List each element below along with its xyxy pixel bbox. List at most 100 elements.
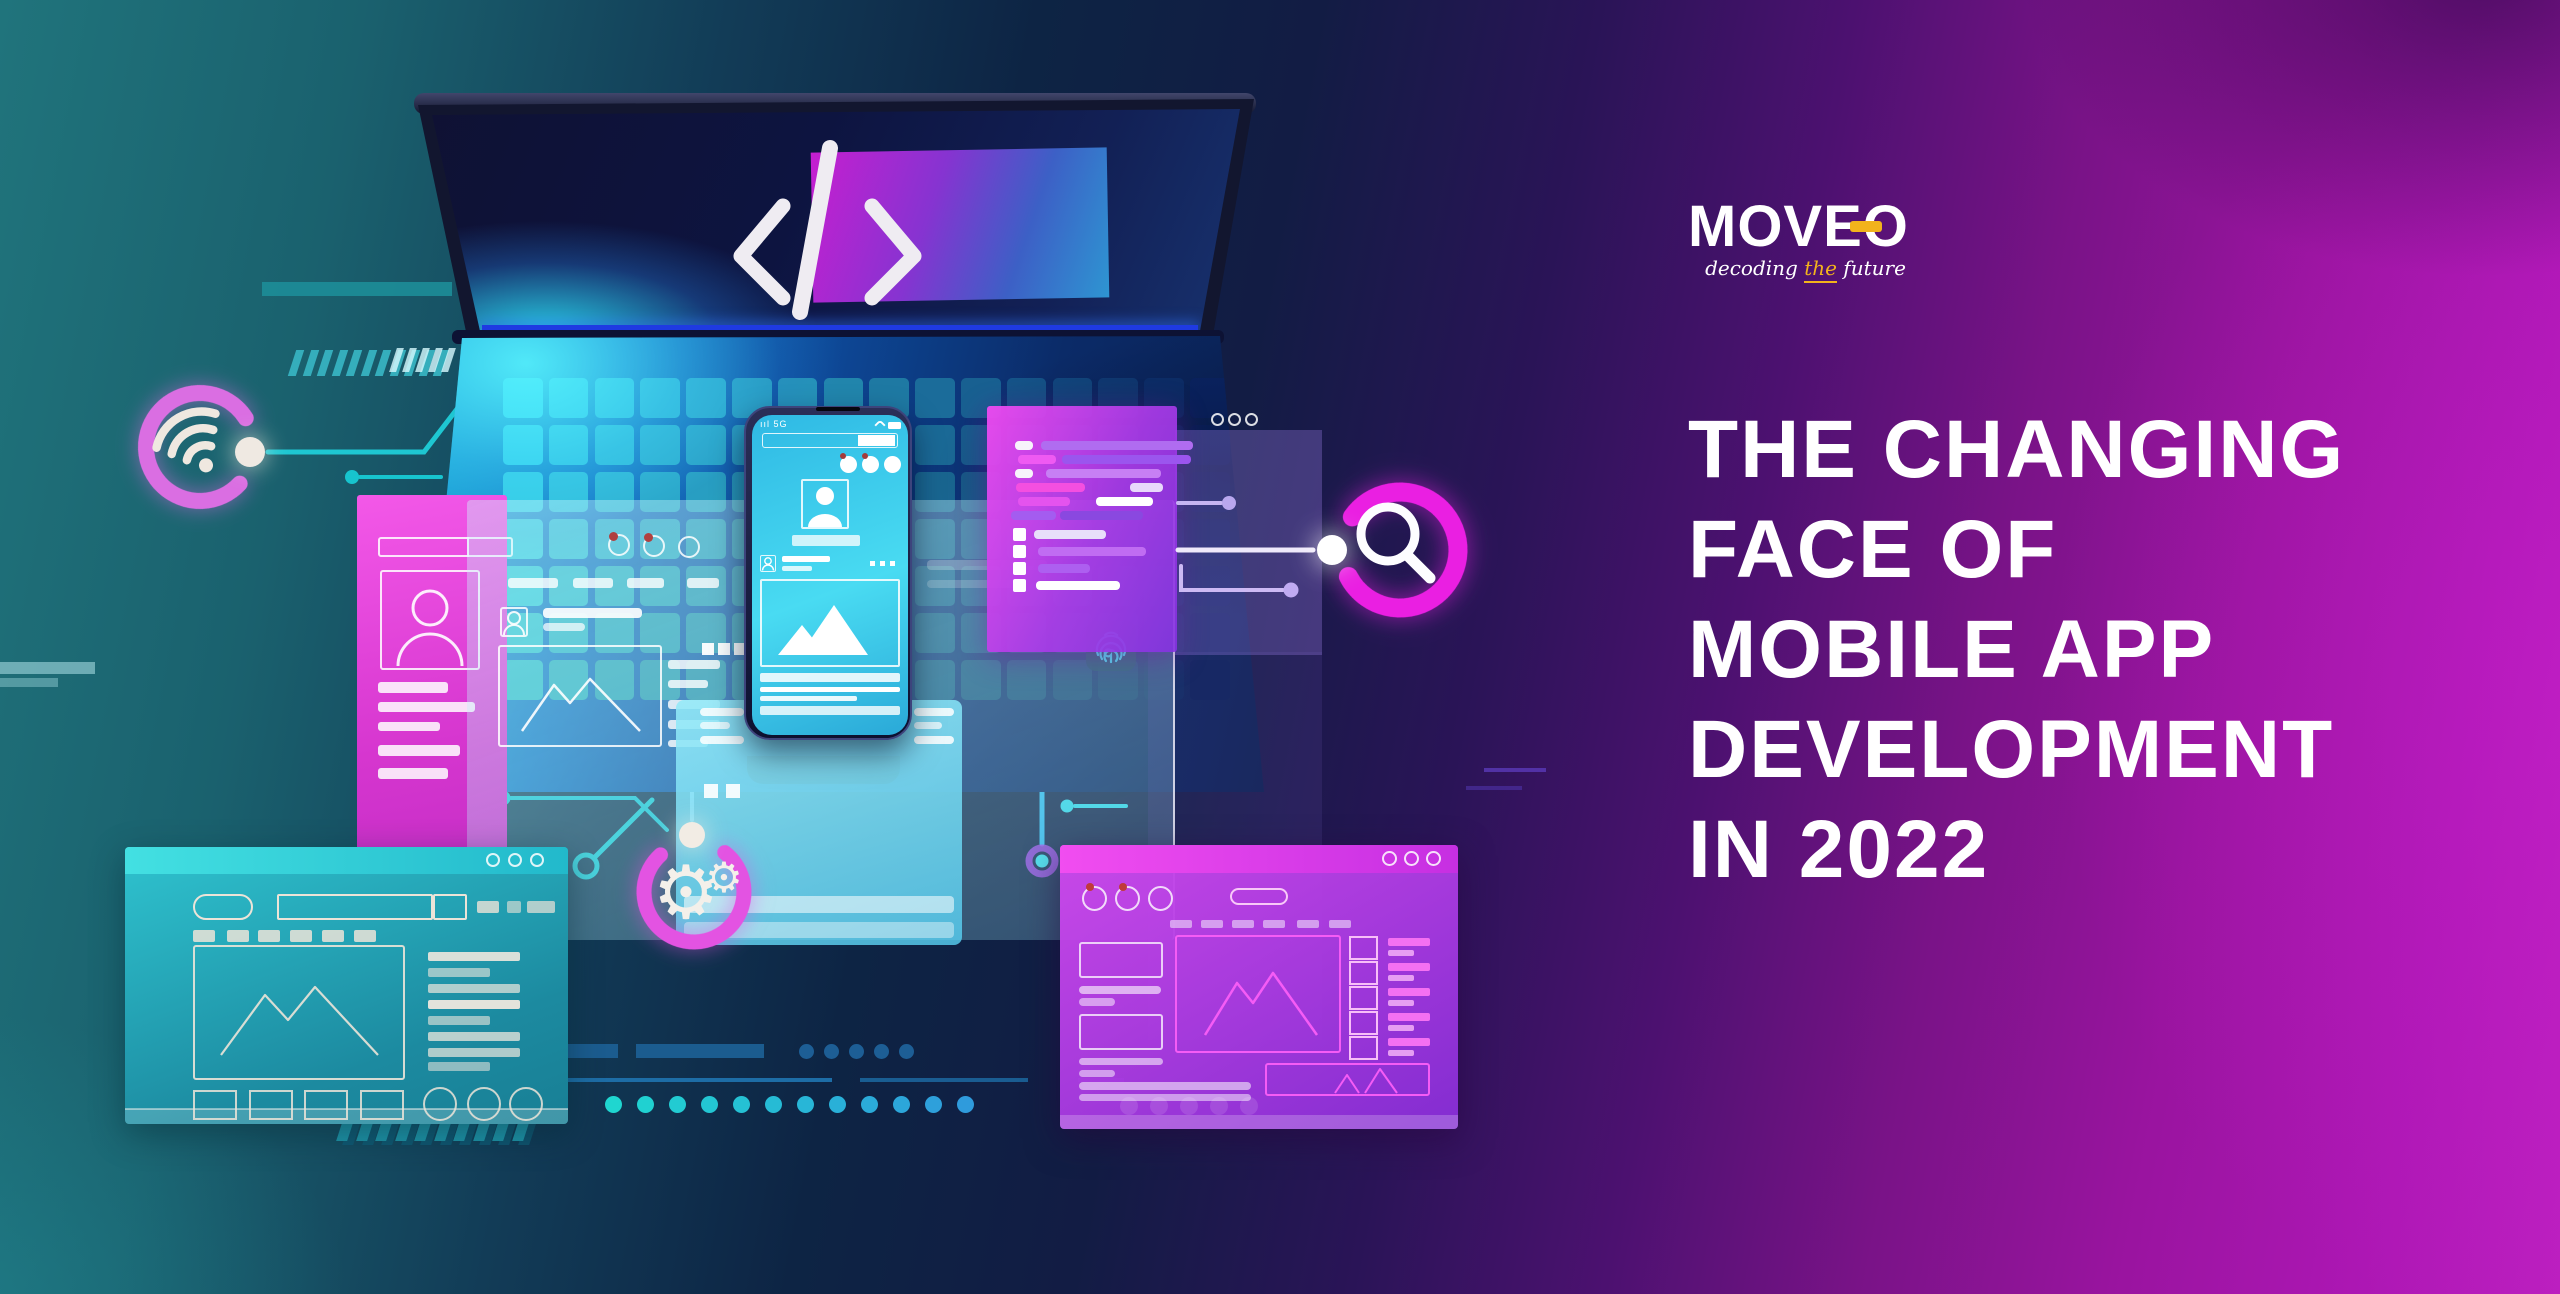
- nav-dash: [322, 930, 344, 942]
- text-bar: [428, 1062, 490, 1071]
- teal-dot: [636, 1095, 654, 1113]
- window-control: [1382, 851, 1397, 866]
- avatar: [1115, 886, 1140, 911]
- teal-accent-bar: [262, 282, 452, 296]
- faint-dot: [1150, 1097, 1168, 1115]
- sidebar-box: [1349, 961, 1378, 985]
- text-bar: [428, 1048, 520, 1057]
- trace-dot: [1035, 854, 1049, 868]
- mountain-icon: [1334, 1068, 1398, 1094]
- nav-dash: [193, 930, 215, 942]
- sidebar-box: [1349, 1011, 1378, 1035]
- text-bar: [1388, 1000, 1414, 1006]
- image-card: [1175, 935, 1341, 1053]
- trace-node: [1025, 844, 1059, 878]
- bottom-thin-line: [860, 1078, 1028, 1082]
- teal-dot: [828, 1095, 846, 1113]
- content-box: [1079, 942, 1163, 978]
- pill-button: [193, 894, 253, 920]
- text-bar: [428, 1000, 520, 1009]
- teal-dot: [924, 1095, 942, 1113]
- thumbnail-box: [360, 1090, 404, 1120]
- thumbnail-circle: [423, 1087, 457, 1121]
- window-control: [1426, 851, 1441, 866]
- screen-glow-line: [482, 325, 1198, 330]
- trace-node: [572, 852, 600, 880]
- bottom-blue-bar: [560, 1044, 618, 1058]
- url-bar-button: [433, 894, 467, 920]
- footer-strip: [1060, 1115, 1458, 1129]
- window-control: [1404, 851, 1419, 866]
- blue-dot: [798, 1043, 814, 1059]
- faint-dot: [1180, 1097, 1198, 1115]
- headline: THE CHANGING FACE OF MOBILE APP DEVELOPM…: [1688, 400, 2478, 900]
- faint-dot: [1210, 1097, 1228, 1115]
- nav-dash: [354, 930, 376, 942]
- trace-dot: [1060, 799, 1074, 813]
- blue-dot: [848, 1043, 864, 1059]
- mountain-icon: [220, 985, 379, 1056]
- tagline-post: future: [1836, 256, 1906, 280]
- text-bar: [1079, 998, 1115, 1006]
- wide-bar: [1079, 1082, 1251, 1090]
- thumbnail-box: [249, 1090, 293, 1120]
- left-edge-bar: [0, 678, 58, 687]
- headline-line: IN 2022: [1688, 804, 1990, 895]
- faint-dot: [1240, 1097, 1258, 1115]
- text-bar: [1388, 1025, 1414, 1031]
- trace: [591, 797, 655, 861]
- gear-icon: ⚙ ⚙: [636, 822, 752, 950]
- thumbnail-circle: [467, 1087, 501, 1121]
- window-control: [530, 853, 544, 867]
- text-bar: [1079, 1070, 1115, 1077]
- faint-dot: [1120, 1097, 1138, 1115]
- nav-dash: [1329, 920, 1351, 928]
- nav-dash: [1263, 920, 1285, 928]
- sidebar-box: [1349, 986, 1378, 1010]
- dash: [507, 901, 521, 913]
- browser-window-teal: [125, 847, 568, 1124]
- wide-bar: [1079, 1094, 1251, 1101]
- bottom-blue-bar: [636, 1044, 764, 1058]
- dash: [477, 901, 499, 913]
- nav-dash: [1232, 920, 1254, 928]
- text-bar: [1388, 950, 1414, 956]
- headline-line: MOBILE APP: [1688, 604, 2216, 695]
- teal-dot: [732, 1095, 750, 1113]
- teal-dot: [700, 1095, 718, 1113]
- thumbnail-box: [304, 1090, 348, 1120]
- text-bar: [428, 1016, 490, 1025]
- teal-dot: [668, 1095, 686, 1113]
- svg-text:⚙: ⚙: [653, 850, 719, 936]
- headline-line: FACE OF: [1688, 504, 2058, 595]
- blue-dot: [898, 1043, 914, 1059]
- avatar: [1082, 886, 1107, 911]
- svg-text:⚙: ⚙: [705, 853, 743, 902]
- teal-dot: [604, 1095, 622, 1113]
- headline-line: THE CHANGING: [1688, 404, 2346, 495]
- text-bar: [1079, 986, 1161, 994]
- left-edge-bar: [0, 662, 95, 674]
- teal-dot: [796, 1095, 814, 1113]
- magnifier-icon: [1317, 482, 1468, 618]
- teal-dot: [956, 1095, 974, 1113]
- blue-dot: [823, 1043, 839, 1059]
- text-bar: [428, 968, 490, 977]
- nav-dash: [258, 930, 280, 942]
- brand-tagline: decoding the future: [1688, 256, 1923, 283]
- nav-dash: [1201, 920, 1223, 928]
- avatar: [1148, 886, 1173, 911]
- teal-dot: [860, 1095, 878, 1113]
- teal-dot: [764, 1095, 782, 1113]
- text-bar: [1388, 938, 1430, 946]
- sidebar-box: [1349, 1036, 1378, 1060]
- logo-yellow-dash: [1850, 221, 1882, 232]
- text-bar: [1079, 1058, 1163, 1065]
- text-bar: [428, 1032, 520, 1041]
- text-bar: [1388, 1050, 1414, 1056]
- window-control: [508, 853, 522, 867]
- blue-dot: [873, 1043, 889, 1059]
- nav-dash: [290, 930, 312, 942]
- text-bar: [1388, 975, 1414, 981]
